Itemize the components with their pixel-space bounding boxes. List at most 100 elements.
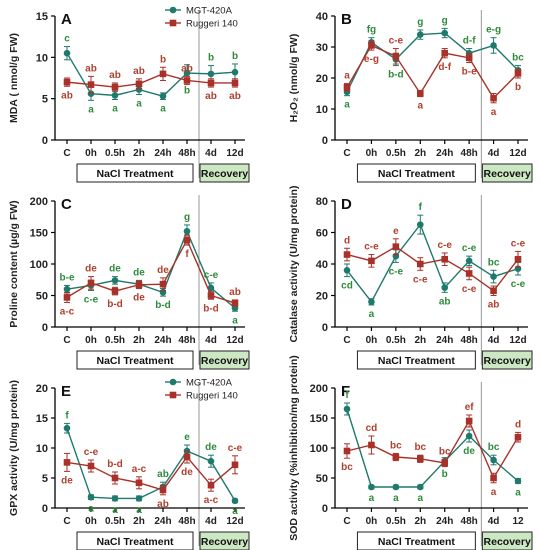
data-point <box>392 53 400 60</box>
significance-letter: ab <box>439 296 451 307</box>
panel-letter: B <box>341 11 352 28</box>
y-tick-label: 150 <box>310 413 328 425</box>
y-tick-label: 10 <box>316 104 328 116</box>
x-tick-label: 24h <box>154 516 171 527</box>
x-tick-label: 48h <box>461 516 478 527</box>
x-tick-label: 24h <box>154 148 171 159</box>
legend-label: MGT-420A <box>186 378 233 389</box>
significance-letter: a <box>491 107 497 118</box>
significance-letter: ab <box>157 499 169 510</box>
legend-label: Ruggeri 140 <box>186 391 238 402</box>
significance-letter: bc <box>488 442 500 453</box>
data-point <box>368 298 375 306</box>
nacl-treatment-label: NaCl Treatment <box>378 168 456 180</box>
y-axis-title: Proline content (µg/g FW) <box>8 200 20 327</box>
significance-letter: cd <box>341 281 353 292</box>
legend-label: Ruggeri 140 <box>186 19 238 30</box>
data-point <box>343 84 351 91</box>
data-point <box>135 495 143 502</box>
significance-letter: a <box>112 103 118 114</box>
data-point <box>514 477 522 485</box>
legend-marker <box>169 378 177 386</box>
significance-letter: g <box>417 17 423 28</box>
panel-d: 0 20 40 60 80 C 0h 0.5h 2h 24h 48h 4d 12d Catalase ac… <box>288 186 533 370</box>
significance-letter: a <box>369 493 375 504</box>
y-tick-label: 40 <box>316 11 328 23</box>
x-tick-label: 2h <box>414 335 426 346</box>
nacl-treatment-label: NaCl Treatment <box>378 355 456 367</box>
y-tick-label: 20 <box>316 73 328 85</box>
y-tick-label: 40 <box>316 259 328 271</box>
recovery-label: Recovery <box>484 355 531 367</box>
recovery-box <box>481 531 533 550</box>
legend-marker <box>169 19 177 27</box>
x-tick-label: 0h <box>366 335 378 346</box>
data-point <box>368 483 375 491</box>
data-point <box>490 287 497 295</box>
significance-letter: a-c <box>132 464 147 475</box>
data-point <box>343 447 351 455</box>
data-point <box>441 459 449 467</box>
significance-letter: a <box>112 505 118 516</box>
panel-letter: C <box>61 196 72 213</box>
significance-letter: c-e <box>511 238 526 249</box>
significance-letter: de <box>181 467 193 478</box>
significance-letter: ab <box>205 91 217 102</box>
nacl-treatment-box <box>356 350 476 370</box>
y-axis-title: SOD activity (%inhibition/mg protein) <box>288 355 300 541</box>
data-point <box>135 479 143 487</box>
significance-letter: ab <box>229 91 241 102</box>
nacl-treatment-label: NaCl Treatment <box>96 355 174 367</box>
data-point <box>392 483 400 491</box>
y-tick-label: 50 <box>316 473 328 485</box>
data-point <box>63 294 71 301</box>
panel-letter: D <box>341 196 352 213</box>
y-tick-label: 15 <box>36 11 48 23</box>
data-point <box>63 285 71 293</box>
nacl-treatment-box <box>76 163 194 183</box>
y-tick-label: 10 <box>36 443 48 455</box>
significance-letter: ab <box>109 70 121 81</box>
significance-letter: b <box>515 82 521 93</box>
data-point <box>87 81 95 88</box>
y-axis-title: MDA ( nmol/g FW) <box>8 33 20 123</box>
series-line <box>346 32 519 93</box>
series-line <box>66 238 236 304</box>
data-point <box>490 94 497 102</box>
significance-letter: f <box>185 249 189 260</box>
significance-letter: e <box>184 432 190 443</box>
significance-letter: bc <box>341 462 353 473</box>
significance-letter: de <box>205 442 217 453</box>
x-tick-label: 12d <box>226 516 243 527</box>
panel-e: 0 5 10 15 20 C 0h 0.5h 2h 24h 48h 4d 12d GPX activity… <box>8 378 250 550</box>
significance-letter: e-g <box>486 25 501 36</box>
data-point <box>368 441 375 449</box>
recovery-box <box>199 531 250 550</box>
data-point <box>343 267 351 274</box>
data-point <box>490 474 497 482</box>
data-point <box>514 255 522 263</box>
recovery-box <box>481 350 533 370</box>
x-tick-label: 0.5h <box>105 335 125 346</box>
y-tick-label: 15 <box>36 413 48 425</box>
significance-letter: de <box>133 293 145 304</box>
significance-letter: b-e <box>60 272 75 283</box>
y-axis-title: GPX activity (U/mg protein) <box>8 380 20 516</box>
significance-letter: a <box>232 506 238 517</box>
significance-letter: ab <box>85 63 97 74</box>
significance-letter: e <box>393 226 399 237</box>
data-point <box>416 90 424 97</box>
legend-marker <box>169 6 177 14</box>
data-point <box>514 433 522 441</box>
x-tick-label: 48h <box>178 148 195 159</box>
significance-letter: bc <box>512 53 524 64</box>
significance-letter: a <box>136 505 142 516</box>
y-tick-label: 30 <box>316 42 328 54</box>
y-tick-label: 100 <box>310 443 328 455</box>
data-point <box>231 461 239 469</box>
x-tick-label: 2h <box>414 516 426 527</box>
x-tick-label: 12d <box>509 148 526 159</box>
significance-letter: ef <box>465 402 475 413</box>
x-tick-label: 24h <box>436 516 453 527</box>
panel-c: 0 50 100 150 200 C 0h 0.5h 2h 24h 48h 4d 12d Proline … <box>8 195 250 370</box>
